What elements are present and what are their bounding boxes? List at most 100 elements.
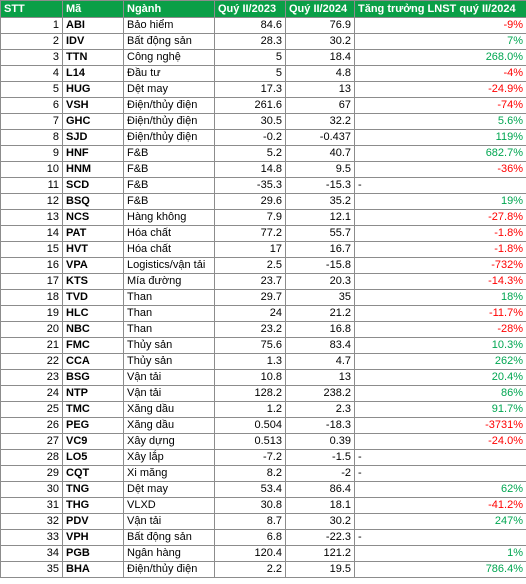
row-q2-2024-cell: -1.5	[285, 449, 355, 466]
header-sector: Ngành	[123, 0, 215, 18]
table-row: 34 PGB Ngân hàng 120.4 121.2 1%	[0, 545, 526, 562]
table-row: 28 LO5 Xây lắp -7.2 -1.5-	[0, 449, 526, 466]
row-q2-2023-cell: 2.2	[214, 561, 286, 578]
row-code-cell: VPA	[62, 257, 124, 274]
row-code-cell: SJD	[62, 129, 124, 146]
row-q2-2024-cell: 12.1	[285, 209, 355, 226]
row-q2-2024-cell: 13	[285, 81, 355, 98]
row-q2-2024-cell: -15.8	[285, 257, 355, 274]
row-stt-cell: 21	[0, 337, 63, 354]
row-sector-cell: Bảo hiểm	[123, 17, 215, 34]
row-stt-cell: 34	[0, 545, 63, 562]
row-sector-cell: Xây dựng	[123, 433, 215, 450]
table-row: 5 HUG Dệt may 17.3 13 -24.9%	[0, 81, 526, 98]
row-stt-cell: 35	[0, 561, 63, 578]
row-stt-cell: 19	[0, 305, 63, 322]
row-growth-cell: 20.4%	[354, 369, 526, 386]
row-q2-2024-cell: 16.8	[285, 321, 355, 338]
row-sector-cell: Thủy sản	[123, 337, 215, 354]
row-q2-2023-cell: 1.3	[214, 353, 286, 370]
row-stt-cell: 12	[0, 193, 63, 210]
table-row: 24 NTP Vận tải 128.2 238.2 86%	[0, 385, 526, 402]
row-growth-cell: -3731%	[354, 417, 526, 434]
row-code-cell: HUG	[62, 81, 124, 98]
table-row: 13 NCS Hàng không 7.9 12.1 -27.8%	[0, 209, 526, 226]
row-stt-cell: 22	[0, 353, 63, 370]
row-q2-2023-cell: 0.513	[214, 433, 286, 450]
row-growth-cell: 262%	[354, 353, 526, 370]
row-q2-2024-cell: -15.3	[285, 177, 355, 194]
row-q2-2024-cell: 86.4	[285, 481, 355, 498]
row-stt-cell: 23	[0, 369, 63, 386]
row-sector-cell: Xây lắp	[123, 449, 215, 466]
row-code-cell: NTP	[62, 385, 124, 402]
row-sector-cell: Ngân hàng	[123, 545, 215, 562]
row-q2-2024-cell: 21.2	[285, 305, 355, 322]
row-growth-cell: -11.7%	[354, 305, 526, 322]
row-stt-cell: 9	[0, 145, 63, 162]
row-q2-2024-cell: 32.2	[285, 113, 355, 130]
row-q2-2023-cell: 128.2	[214, 385, 286, 402]
row-growth-cell: 119%	[354, 129, 526, 146]
row-code-cell: FMC	[62, 337, 124, 354]
row-growth-cell: -27.8%	[354, 209, 526, 226]
row-stt-cell: 15	[0, 241, 63, 258]
row-sector-cell: F&B	[123, 145, 215, 162]
row-q2-2023-cell: 53.4	[214, 481, 286, 498]
row-q2-2024-cell: -0.437	[285, 129, 355, 146]
row-q2-2023-cell: 14.8	[214, 161, 286, 178]
row-stt-cell: 6	[0, 97, 63, 114]
row-sector-cell: Điện/thủy điện	[123, 97, 215, 114]
row-sector-cell: Mía đường	[123, 273, 215, 290]
row-q2-2023-cell: 0.504	[214, 417, 286, 434]
row-stt-cell: 11	[0, 177, 63, 194]
row-sector-cell: F&B	[123, 177, 215, 194]
row-growth-cell: 5.6%	[354, 113, 526, 130]
table-row: 4 L14 Đầu tư 5 4.8 -4%	[0, 65, 526, 82]
row-growth-cell: -9%	[354, 17, 526, 34]
row-sector-cell: Than	[123, 305, 215, 322]
row-code-cell: L14	[62, 65, 124, 82]
row-q2-2023-cell: 5.2	[214, 145, 286, 162]
row-q2-2024-cell: 35	[285, 289, 355, 306]
row-q2-2024-cell: -18.3	[285, 417, 355, 434]
row-code-cell: SCD	[62, 177, 124, 194]
row-stt-cell: 7	[0, 113, 63, 130]
header-stt: STT	[0, 0, 63, 18]
table-row: 10 HNM F&B 14.8 9.5 -36%	[0, 161, 526, 178]
row-q2-2024-cell: 20.3	[285, 273, 355, 290]
row-q2-2024-cell: 4.7	[285, 353, 355, 370]
table-row: 20 NBC Than 23.2 16.8 -28%	[0, 321, 526, 338]
row-q2-2024-cell: 18.4	[285, 49, 355, 66]
table-row: 33 VPH Bất động sản 6.8 -22.3-	[0, 529, 526, 546]
row-q2-2023-cell: 30.5	[214, 113, 286, 130]
row-sector-cell: Than	[123, 289, 215, 306]
row-sector-cell: Vận tải	[123, 369, 215, 386]
row-stt-cell: 10	[0, 161, 63, 178]
row-code-cell: TVD	[62, 289, 124, 306]
table-row: 17 KTS Mía đường 23.7 20.3 -14.3%	[0, 273, 526, 290]
row-q2-2024-cell: 16.7	[285, 241, 355, 258]
table-row: 25 TMC Xăng dầu 1.2 2.3 91.7%	[0, 401, 526, 418]
row-q2-2023-cell: 2.5	[214, 257, 286, 274]
table-row: 14 PAT Hóa chất 77.2 55.7 -1.8%	[0, 225, 526, 242]
table-row: 18 TVD Than 29.7 35 18%	[0, 289, 526, 306]
table-header: STT Mã Ngành Quý II/2023 Quý II/2024 Tăn…	[0, 0, 526, 18]
row-growth-cell: -36%	[354, 161, 526, 178]
table-row: 1 ABI Bảo hiểm 84.6 76.9 -9%	[0, 17, 526, 34]
row-code-cell: THG	[62, 497, 124, 514]
row-q2-2024-cell: 76.9	[285, 17, 355, 34]
row-sector-cell: Hóa chất	[123, 225, 215, 242]
row-q2-2024-cell: 4.8	[285, 65, 355, 82]
row-code-cell: PEG	[62, 417, 124, 434]
row-growth-cell: -1.8%	[354, 225, 526, 242]
row-code-cell: CCA	[62, 353, 124, 370]
row-growth-cell: -41.2%	[354, 497, 526, 514]
row-sector-cell: Dệt may	[123, 81, 215, 98]
row-q2-2023-cell: -35.3	[214, 177, 286, 194]
row-growth-cell: -	[354, 465, 526, 482]
row-sector-cell: Điện/thủy điện	[123, 561, 215, 578]
row-sector-cell: Điện/thủy điện	[123, 113, 215, 130]
row-growth-cell: 786.4%	[354, 561, 526, 578]
